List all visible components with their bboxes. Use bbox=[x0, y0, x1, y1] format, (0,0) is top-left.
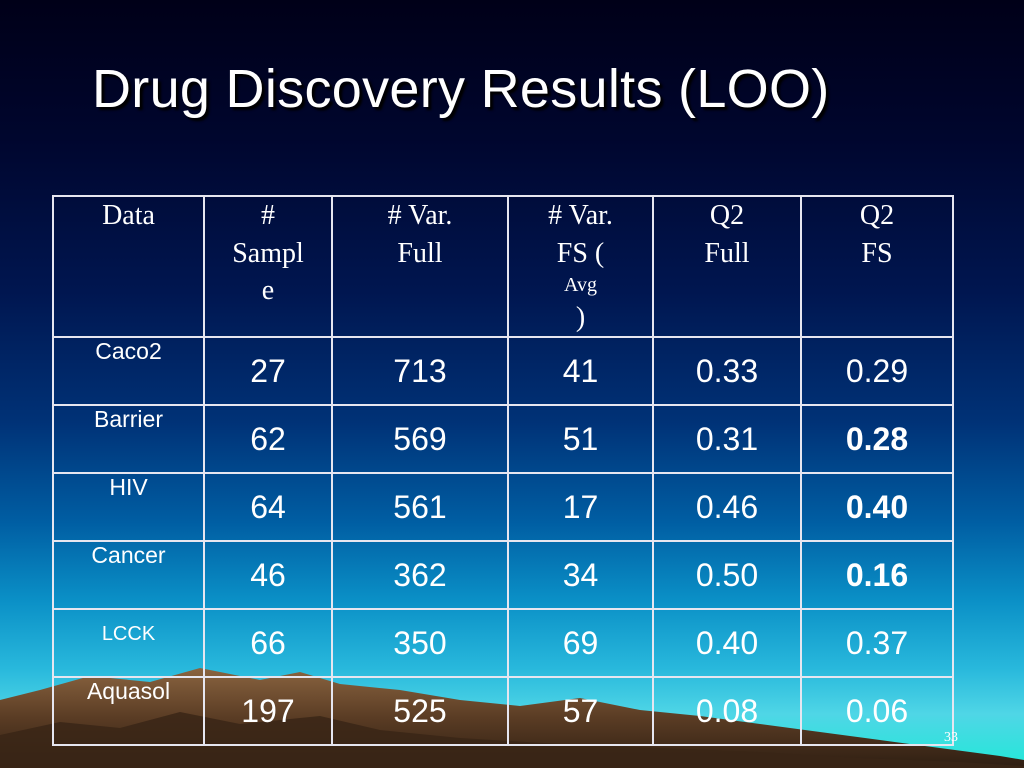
header-q2-fs-line2: FS bbox=[861, 237, 893, 269]
header-var-fs-line1: # Var. bbox=[548, 200, 613, 231]
cell-q2-fs: 0.37 bbox=[800, 608, 954, 679]
cell-sample: 197 bbox=[203, 676, 333, 747]
header-sample-line3: e bbox=[261, 275, 275, 307]
table-row: Barrier 62 569 51 0.31 0.28 bbox=[52, 404, 954, 475]
slide-title: Drug Discovery Results (LOO) bbox=[92, 59, 830, 119]
cell-var-fs: 41 bbox=[507, 336, 654, 407]
cell-var-full: 561 bbox=[331, 472, 509, 543]
row-label: Cancer bbox=[52, 540, 205, 611]
header-var-fs-avg: Avg bbox=[564, 274, 597, 297]
row-label: LCCK bbox=[52, 608, 205, 679]
cell-q2-fs: 0.06 bbox=[800, 676, 954, 747]
table-row: Aquasol 197 525 57 0.08 0.06 bbox=[52, 676, 954, 747]
cell-var-full: 713 bbox=[331, 336, 509, 407]
header-var-fs-line2: FS ( Avg) bbox=[509, 235, 652, 337]
header-q2-full-line1: Q2 bbox=[709, 200, 745, 231]
cell-q2-full: 0.31 bbox=[652, 404, 802, 475]
cell-var-fs: 17 bbox=[507, 472, 654, 543]
table-header-row: Data # Sampl e # Var. Full # Var. FS ( Av… bbox=[52, 194, 954, 339]
cell-q2-full: 0.50 bbox=[652, 540, 802, 611]
cell-q2-fs-highlight: 0.40 bbox=[800, 472, 954, 543]
header-sample-line1: # bbox=[261, 200, 275, 231]
results-table: Data # Sampl e # Var. Full # Var. FS ( Av… bbox=[52, 194, 954, 747]
cell-q2-fs-highlight: 0.16 bbox=[800, 540, 954, 611]
cell-sample: 66 bbox=[203, 608, 333, 679]
cell-var-full: 525 bbox=[331, 676, 509, 747]
row-label: Caco2 bbox=[52, 336, 205, 407]
cell-var-full: 362 bbox=[331, 540, 509, 611]
header-var-full-line2: Full bbox=[397, 237, 443, 269]
cell-var-fs: 34 bbox=[507, 540, 654, 611]
header-data: Data bbox=[52, 194, 205, 339]
table-row: HIV 64 561 17 0.46 0.40 bbox=[52, 472, 954, 543]
header-q2-fs-line1: Q2 bbox=[859, 200, 895, 231]
cell-var-fs: 69 bbox=[507, 608, 654, 679]
cell-sample: 62 bbox=[203, 404, 333, 475]
header-q2-fs: Q2 FS bbox=[800, 194, 954, 339]
cell-var-full: 569 bbox=[331, 404, 509, 475]
header-var-fs-prefix: FS ( bbox=[556, 237, 605, 269]
table-row: Caco2 27 713 41 0.33 0.29 bbox=[52, 336, 954, 407]
cell-q2-fs: 0.29 bbox=[800, 336, 954, 407]
cell-var-fs: 57 bbox=[507, 676, 654, 747]
cell-var-full: 350 bbox=[331, 608, 509, 679]
cell-q2-fs-highlight: 0.28 bbox=[800, 404, 954, 475]
table-row: LCCK 66 350 69 0.40 0.37 bbox=[52, 608, 954, 679]
cell-q2-full: 0.33 bbox=[652, 336, 802, 407]
row-label: Barrier bbox=[52, 404, 205, 475]
cell-q2-full: 0.08 bbox=[652, 676, 802, 747]
row-label: HIV bbox=[52, 472, 205, 543]
slide-page-number: 33 bbox=[944, 730, 958, 745]
header-var-fs-suffix: ) bbox=[575, 301, 586, 333]
header-var-full: # Var. Full bbox=[331, 194, 509, 339]
header-data-label: Data bbox=[102, 200, 155, 231]
cell-sample: 46 bbox=[203, 540, 333, 611]
cell-q2-full: 0.46 bbox=[652, 472, 802, 543]
header-sample: # Sampl e bbox=[203, 194, 333, 339]
header-sample-line2: Sampl bbox=[232, 237, 304, 269]
cell-sample: 27 bbox=[203, 336, 333, 407]
header-var-full-line1: # Var. bbox=[387, 200, 453, 231]
header-var-fs: # Var. FS ( Avg) bbox=[507, 194, 654, 339]
row-label: Aquasol bbox=[52, 676, 205, 747]
cell-sample: 64 bbox=[203, 472, 333, 543]
header-q2-full-line2: Full bbox=[704, 237, 750, 269]
table-row: Cancer 46 362 34 0.50 0.16 bbox=[52, 540, 954, 611]
cell-var-fs: 51 bbox=[507, 404, 654, 475]
header-q2-full: Q2 Full bbox=[652, 194, 802, 339]
cell-q2-full: 0.40 bbox=[652, 608, 802, 679]
